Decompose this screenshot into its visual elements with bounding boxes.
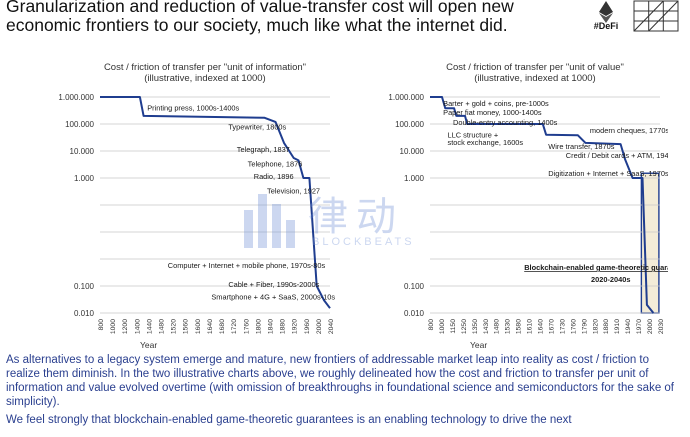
x-tick-label: 1840: [267, 319, 274, 334]
annotation-label: Printing press, 1000s-1400s: [147, 104, 239, 113]
x-tick-label: 1670: [548, 319, 555, 334]
annotation-label: Radio, 1896: [254, 172, 294, 181]
y-tick-label: 1.000: [404, 174, 425, 183]
annotation-label: Paper fiat money, 1000-1400s: [443, 108, 542, 117]
x-tick-label: 1940: [625, 319, 632, 334]
x-tick-label: 1150: [450, 319, 457, 334]
annotation-label: Barter + gold + coins, pre-1000s: [443, 99, 549, 108]
grid-logo-icon: [633, 0, 679, 32]
ethereum-icon: [599, 1, 613, 23]
chart-title: Cost / friction of transfer per "unit of…: [104, 62, 306, 73]
annotation-label: modern cheques, 1770s: [590, 126, 668, 135]
x-tick-label: 1910: [614, 319, 621, 334]
series-line: [430, 96, 655, 314]
annotation-label: stock exchange, 1600s: [448, 138, 524, 147]
body-text: As alternatives to a legacy system emerg…: [6, 353, 686, 427]
x-tick-label: 1640: [538, 319, 545, 334]
x-tick-label: 1480: [159, 319, 166, 334]
annotation-label: Double-entry accounting, 1400s: [453, 118, 558, 127]
annotation-label: Blockchain-enabled game-theoretic guaran…: [524, 263, 668, 272]
x-axis-label: Year: [140, 340, 157, 350]
annotation-label: Wire transfer, 1870s: [548, 142, 614, 151]
x-tick-label: 2000: [647, 319, 654, 334]
x-tick-label: 1580: [516, 319, 523, 334]
x-tick-label: 1730: [559, 319, 566, 334]
x-tick-label: 800: [428, 319, 435, 331]
x-tick-label: 1480: [494, 319, 501, 334]
x-tick-label: 2040: [328, 319, 335, 334]
y-tick-label: 10.000: [70, 147, 95, 156]
annotation-label: Television, 1927: [267, 186, 320, 195]
annotation-label: Cable + Fiber, 1990s-2000s: [228, 280, 319, 289]
x-tick-label: 1400: [134, 319, 141, 334]
x-tick-label: 1880: [603, 319, 610, 334]
x-tick-label: 1680: [219, 319, 226, 334]
body-paragraph-2: We feel strongly that blockchain-enabled…: [6, 414, 572, 426]
annotation-label: Smartphone + 4G + SaaS, 2000s-10s: [211, 293, 335, 302]
x-tick-label: 1200: [122, 319, 129, 334]
x-tick-label: 1800: [255, 319, 262, 334]
x-tick-label: 1610: [527, 319, 534, 334]
body-paragraph-1: As alternatives to a legacy system emerg…: [6, 354, 675, 408]
x-tick-label: 1250: [461, 319, 468, 334]
x-tick-label: 2000: [316, 319, 323, 334]
annotation-label: Telephone, 1876: [248, 159, 303, 168]
chart-information: Cost / friction of transfer per "unit of…: [38, 60, 338, 354]
x-tick-label: 2030: [658, 319, 665, 334]
x-tick-label: 1820: [592, 319, 599, 334]
y-tick-label: 0.100: [74, 282, 95, 291]
annotation-label: 2020-2040s: [591, 275, 630, 284]
x-tick-label: 1960: [304, 319, 311, 334]
chart-subtitle: (illustrative, indexed at 1000): [144, 73, 265, 84]
chart-value-svg: Cost / friction of transfer per "unit of…: [388, 62, 668, 350]
y-tick-label: 1.000.000: [388, 93, 424, 102]
annotation-label: Computer + Internet + mobile phone, 1970…: [168, 261, 326, 270]
y-tick-label: 1.000.000: [58, 93, 94, 102]
annotation-label: Telegraph, 1837: [237, 145, 290, 154]
x-tick-label: 1760: [243, 319, 250, 334]
chart-value: Cost / friction of transfer per "unit of…: [368, 60, 668, 354]
annotation-label: Digitization + Internet + SaaS, 1970s - …: [548, 169, 668, 178]
x-tick-label: 1720: [231, 319, 238, 334]
x-tick-label: 1640: [207, 319, 214, 334]
defi-label: #DeFi: [593, 21, 619, 31]
y-tick-label: 0.010: [74, 309, 95, 318]
x-tick-label: 1350: [472, 319, 479, 334]
x-tick-label: 1760: [570, 319, 577, 334]
y-tick-label: 10.000: [400, 147, 425, 156]
x-tick-label: 1560: [183, 319, 190, 334]
x-tick-label: 1440: [146, 319, 153, 334]
chart-information-svg: Cost / friction of transfer per "unit of…: [58, 62, 335, 350]
x-tick-label: 1000: [439, 319, 446, 334]
x-tick-label: 1520: [171, 319, 178, 334]
x-tick-label: 1600: [195, 319, 202, 334]
annotation-label: Typewriter, 1800s: [228, 123, 286, 132]
logo-graphics: [599, 0, 679, 32]
y-tick-label: 1.000: [74, 174, 95, 183]
y-tick-label: 100.000: [395, 120, 424, 129]
y-tick-label: 0.010: [404, 309, 425, 318]
x-tick-label: 1000: [110, 319, 117, 334]
annotation-label: Credit / Debit cards + ATM, 1940-60s: [566, 151, 668, 160]
y-tick-label: 100.000: [65, 120, 94, 129]
x-tick-label: 1430: [483, 319, 490, 334]
x-tick-label: 1530: [505, 319, 512, 334]
annotation-label: LLC structure +: [448, 131, 499, 140]
y-tick-label: 0.100: [404, 282, 425, 291]
headline-line-1: Granularization and reduction of value-t…: [6, 0, 514, 16]
chart-title: Cost / friction of transfer per "unit of…: [446, 62, 624, 73]
x-tick-label: 1790: [581, 319, 588, 334]
chart-subtitle: (illustrative, indexed at 1000): [474, 73, 595, 84]
series-line: [100, 96, 331, 309]
logos: #DeFi: [586, 0, 682, 34]
headline-line-2: economic frontiers to our society, much …: [6, 15, 508, 35]
x-tick-label: 1970: [636, 319, 643, 334]
x-tick-label: 1920: [292, 319, 299, 334]
x-tick-label: 800: [98, 319, 105, 331]
x-tick-label: 1880: [280, 319, 287, 334]
headline: Granularization and reduction of value-t…: [6, 0, 576, 35]
x-axis-label: Year: [470, 340, 487, 350]
